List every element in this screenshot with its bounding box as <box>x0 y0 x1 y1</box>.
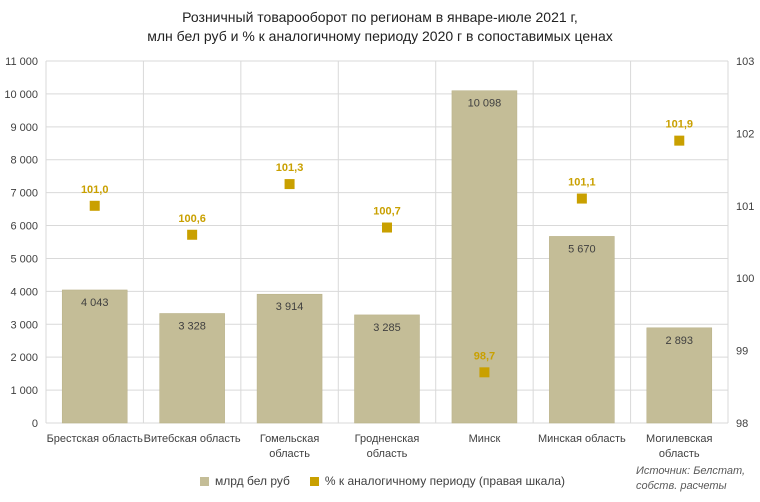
percent-marker <box>479 367 490 378</box>
y-left-tick-label: 10 000 <box>4 89 38 101</box>
bar-value-label: 3 285 <box>373 322 401 334</box>
bar-value-label: 2 893 <box>666 335 694 347</box>
bar-value-label: 5 670 <box>568 243 596 255</box>
x-category-label: область <box>659 448 700 460</box>
bar <box>256 293 323 424</box>
y-right-tick-label: 99 <box>736 346 748 358</box>
bar <box>646 327 713 424</box>
percent-value-label: 101,0 <box>81 184 109 196</box>
percent-marker <box>576 193 587 204</box>
y-left-tick-label: 11 000 <box>5 56 38 68</box>
y-right-tick-label: 103 <box>736 56 754 68</box>
bar <box>159 313 225 424</box>
bar-value-label: 10 098 <box>468 98 502 110</box>
legend-label-markers: % к аналогичному периоду (правая шкала) <box>324 474 565 488</box>
legend: млрд бел руб % к аналогичному периоду (п… <box>200 474 585 488</box>
x-category-label: область <box>269 448 310 460</box>
percent-marker <box>674 135 685 146</box>
legend-swatch-markers <box>309 476 319 486</box>
legend-item-markers: % к аналогичному периоду (правая шкала) <box>309 474 565 488</box>
percent-value-label: 100,6 <box>178 213 206 225</box>
chart-title-block: Розничный товарооборот по регионам в янв… <box>0 8 760 46</box>
percent-value-label: 101,9 <box>666 119 694 131</box>
chart-subtitle: млн бел руб и % к аналогичному периоду 2… <box>147 28 613 44</box>
legend-swatch-bars <box>200 476 209 486</box>
chart-title: Розничный товарооборот по регионам в янв… <box>182 9 578 25</box>
x-category-label: Гродненская <box>355 433 420 445</box>
legend-item-bars: млрд бел руб <box>200 474 290 488</box>
percent-value-label: 101,1 <box>568 177 596 189</box>
source-line-1: Источник: Белстат, <box>636 465 746 477</box>
x-category-label: Брестская область <box>47 433 144 445</box>
bar <box>354 314 420 424</box>
y-right-tick-label: 100 <box>736 273 754 285</box>
x-category-label: Могилевская <box>646 433 712 445</box>
y-left-tick-label: 9 000 <box>10 122 38 134</box>
y-left-tick-label: 4 000 <box>10 286 38 298</box>
bar <box>549 236 615 424</box>
percent-marker <box>89 200 100 211</box>
y-left-tick-label: 7 000 <box>10 188 38 200</box>
y-right-tick-label: 101 <box>736 201 754 213</box>
x-category-label: Витебская область <box>144 433 241 445</box>
percent-marker <box>382 222 392 233</box>
source-line-2: собств. расчеты <box>636 480 727 492</box>
percent-value-label: 101,3 <box>276 162 304 174</box>
y-right-tick-label: 102 <box>736 128 754 140</box>
x-category-label: Минск <box>469 433 501 445</box>
y-left-tick-label: 6 000 <box>10 221 38 233</box>
source-note: Источник: Белстат, собств. расчеты <box>636 464 745 494</box>
percent-marker <box>284 179 295 190</box>
percent-value-label: 98,7 <box>474 350 495 362</box>
y-left-tick-label: 1 000 <box>10 385 38 397</box>
bar-value-label: 4 043 <box>81 297 109 309</box>
x-category-label: Минская область <box>538 433 626 445</box>
bar-value-label: 3 914 <box>276 301 304 313</box>
y-left-tick-label: 3 000 <box>10 319 38 331</box>
percent-marker <box>187 229 198 240</box>
y-left-tick-label: 0 <box>32 418 38 430</box>
legend-label-bars: млрд бел руб <box>215 474 290 488</box>
y-right-tick-label: 98 <box>736 418 748 430</box>
percent-value-label: 100,7 <box>373 206 401 218</box>
y-left-tick-label: 2 000 <box>10 352 38 364</box>
bar <box>61 289 128 424</box>
bar-value-label: 3 328 <box>178 320 206 332</box>
x-category-label: область <box>367 448 408 460</box>
x-category-label: Гомельская <box>260 433 319 445</box>
y-left-tick-label: 5 000 <box>10 253 38 265</box>
y-left-tick-label: 8 000 <box>10 155 38 167</box>
